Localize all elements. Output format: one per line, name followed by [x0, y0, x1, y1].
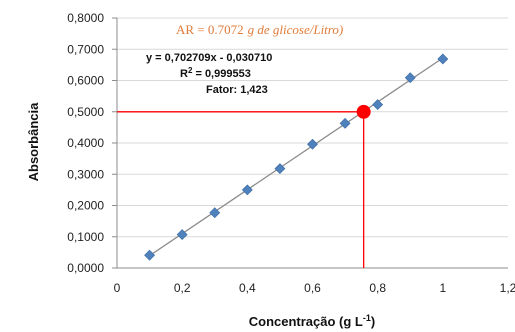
x-axis-title-main: Concentração (g L	[249, 314, 363, 329]
trendline-group	[149, 57, 444, 257]
data-point-marker	[144, 249, 156, 261]
y-tick-label: 0,1000	[67, 230, 104, 244]
data-point-marker	[372, 99, 384, 110]
regression-equation: y = 0,702709x - 0,030710	[146, 52, 272, 64]
y-tick-label: 0,7000	[67, 42, 104, 56]
r2-superscript: 2	[188, 66, 193, 75]
y-tick-label: 0,8000	[67, 11, 104, 25]
data-point-marker	[339, 117, 351, 129]
ar-value: 0.7072	[208, 22, 244, 37]
grid-lines	[117, 17, 508, 238]
x-tick-label: 0,4	[239, 281, 256, 295]
axes	[112, 17, 508, 269]
y-tick-label: 0,2000	[67, 199, 104, 213]
y-tick-label: 0,6000	[67, 74, 104, 88]
trendline	[149, 57, 444, 257]
ar-prefix: AR =	[176, 22, 208, 37]
factor-label: Fator: 1,423	[206, 84, 268, 96]
data-point-marker	[404, 72, 416, 84]
highlight-group	[117, 104, 371, 268]
x-tick-labels: 0 0,2 0,4 0,6 0,8 1 1,2	[114, 281, 515, 295]
x-tick-label: 0,6	[304, 281, 321, 295]
x-tick-label: 0	[114, 281, 121, 295]
y-axis-title: Absorbância	[26, 102, 41, 182]
y-tick-label: 0,5000	[67, 105, 104, 119]
y-tick-label: 0,4000	[67, 136, 104, 150]
data-point-marker	[274, 163, 286, 175]
data-point-marker	[307, 138, 318, 150]
r-squared: R2 = 0,999553	[180, 66, 251, 80]
x-tick-label: 1,2	[500, 281, 515, 295]
x-tick-label: 0,8	[369, 281, 386, 295]
r2-prefix: R	[180, 68, 188, 80]
x-axis-title: Concentração (g L-1)	[249, 313, 375, 329]
data-point-marker	[437, 53, 449, 65]
x-axis-title-sup: -1	[363, 313, 371, 323]
ar-annotation: AR = 0.7072 g de glicose/Litro)	[176, 22, 343, 37]
x-axis-title-end: )	[371, 314, 375, 329]
y-tick-label: 0,3000	[67, 167, 104, 181]
data-point-marker	[241, 184, 253, 196]
data-point-marker	[176, 229, 188, 240]
data-point-marker	[209, 207, 221, 219]
x-tick-label: 1	[439, 281, 446, 295]
x-tick-label: 0,2	[174, 281, 191, 295]
y-tick-labels: 0,0000 0,1000 0,2000 0,3000 0,4000 0,5000 0,60…	[67, 11, 104, 275]
data-points	[144, 53, 449, 261]
r2-value: = 0,999553	[192, 68, 250, 80]
highlight-point	[356, 104, 371, 119]
y-tick-label: 0,0000	[67, 261, 104, 275]
ar-units: g de glicose/Litro)	[248, 22, 344, 37]
